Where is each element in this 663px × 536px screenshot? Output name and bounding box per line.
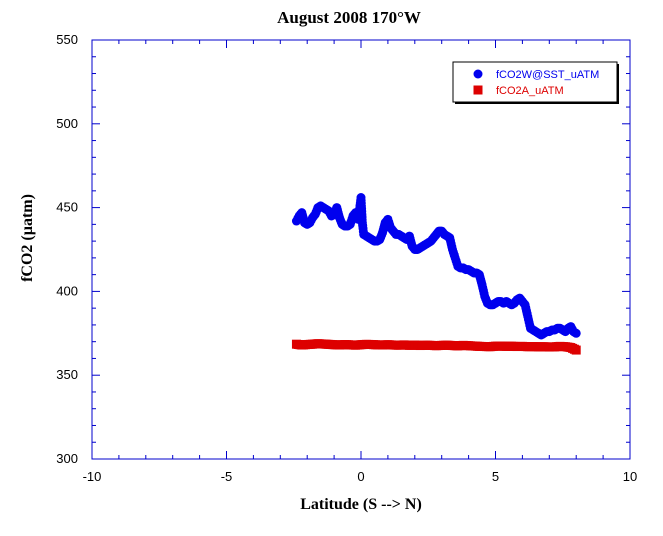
y-tick-label: 450 — [56, 200, 78, 215]
x-axis-label: Latitude (S --> N) — [300, 496, 422, 513]
legend-box-shadow-right — [617, 64, 619, 104]
y-tick-label: 350 — [56, 367, 78, 382]
x-tick-label: -5 — [221, 469, 233, 484]
data-marks — [291, 193, 581, 355]
legend-label-series-1: fCO2W@SST_uATM — [496, 69, 599, 81]
y-axis-label: fCO2 (µatm) — [19, 194, 36, 282]
data-point-series-2 — [571, 345, 581, 355]
x-tick-label: 0 — [357, 469, 364, 484]
axis-ticks: -10 -5 0 5 10 300 350 400 450 500 550 — [56, 32, 637, 484]
y-tick-label: 400 — [56, 283, 78, 298]
legend-box-shadow-bottom — [455, 102, 619, 104]
x-tick-label: -10 — [83, 469, 102, 484]
legend: fCO2W@SST_uATM fCO2A_uATM — [452, 61, 619, 104]
legend-label-series-2: fCO2A_uATM — [496, 85, 564, 97]
data-point-series-1 — [571, 328, 581, 338]
legend-box — [452, 61, 618, 103]
y-tick-label: 300 — [56, 451, 78, 466]
legend-marker-series-2 — [473, 85, 483, 95]
chart-title: August 2008 170°W — [277, 8, 421, 27]
x-tick-label: 10 — [623, 469, 637, 484]
x-tick-label: 5 — [492, 469, 499, 484]
y-tick-label: 500 — [56, 116, 78, 131]
y-tick-label: 550 — [56, 32, 78, 47]
legend-marker-series-1 — [473, 69, 483, 79]
